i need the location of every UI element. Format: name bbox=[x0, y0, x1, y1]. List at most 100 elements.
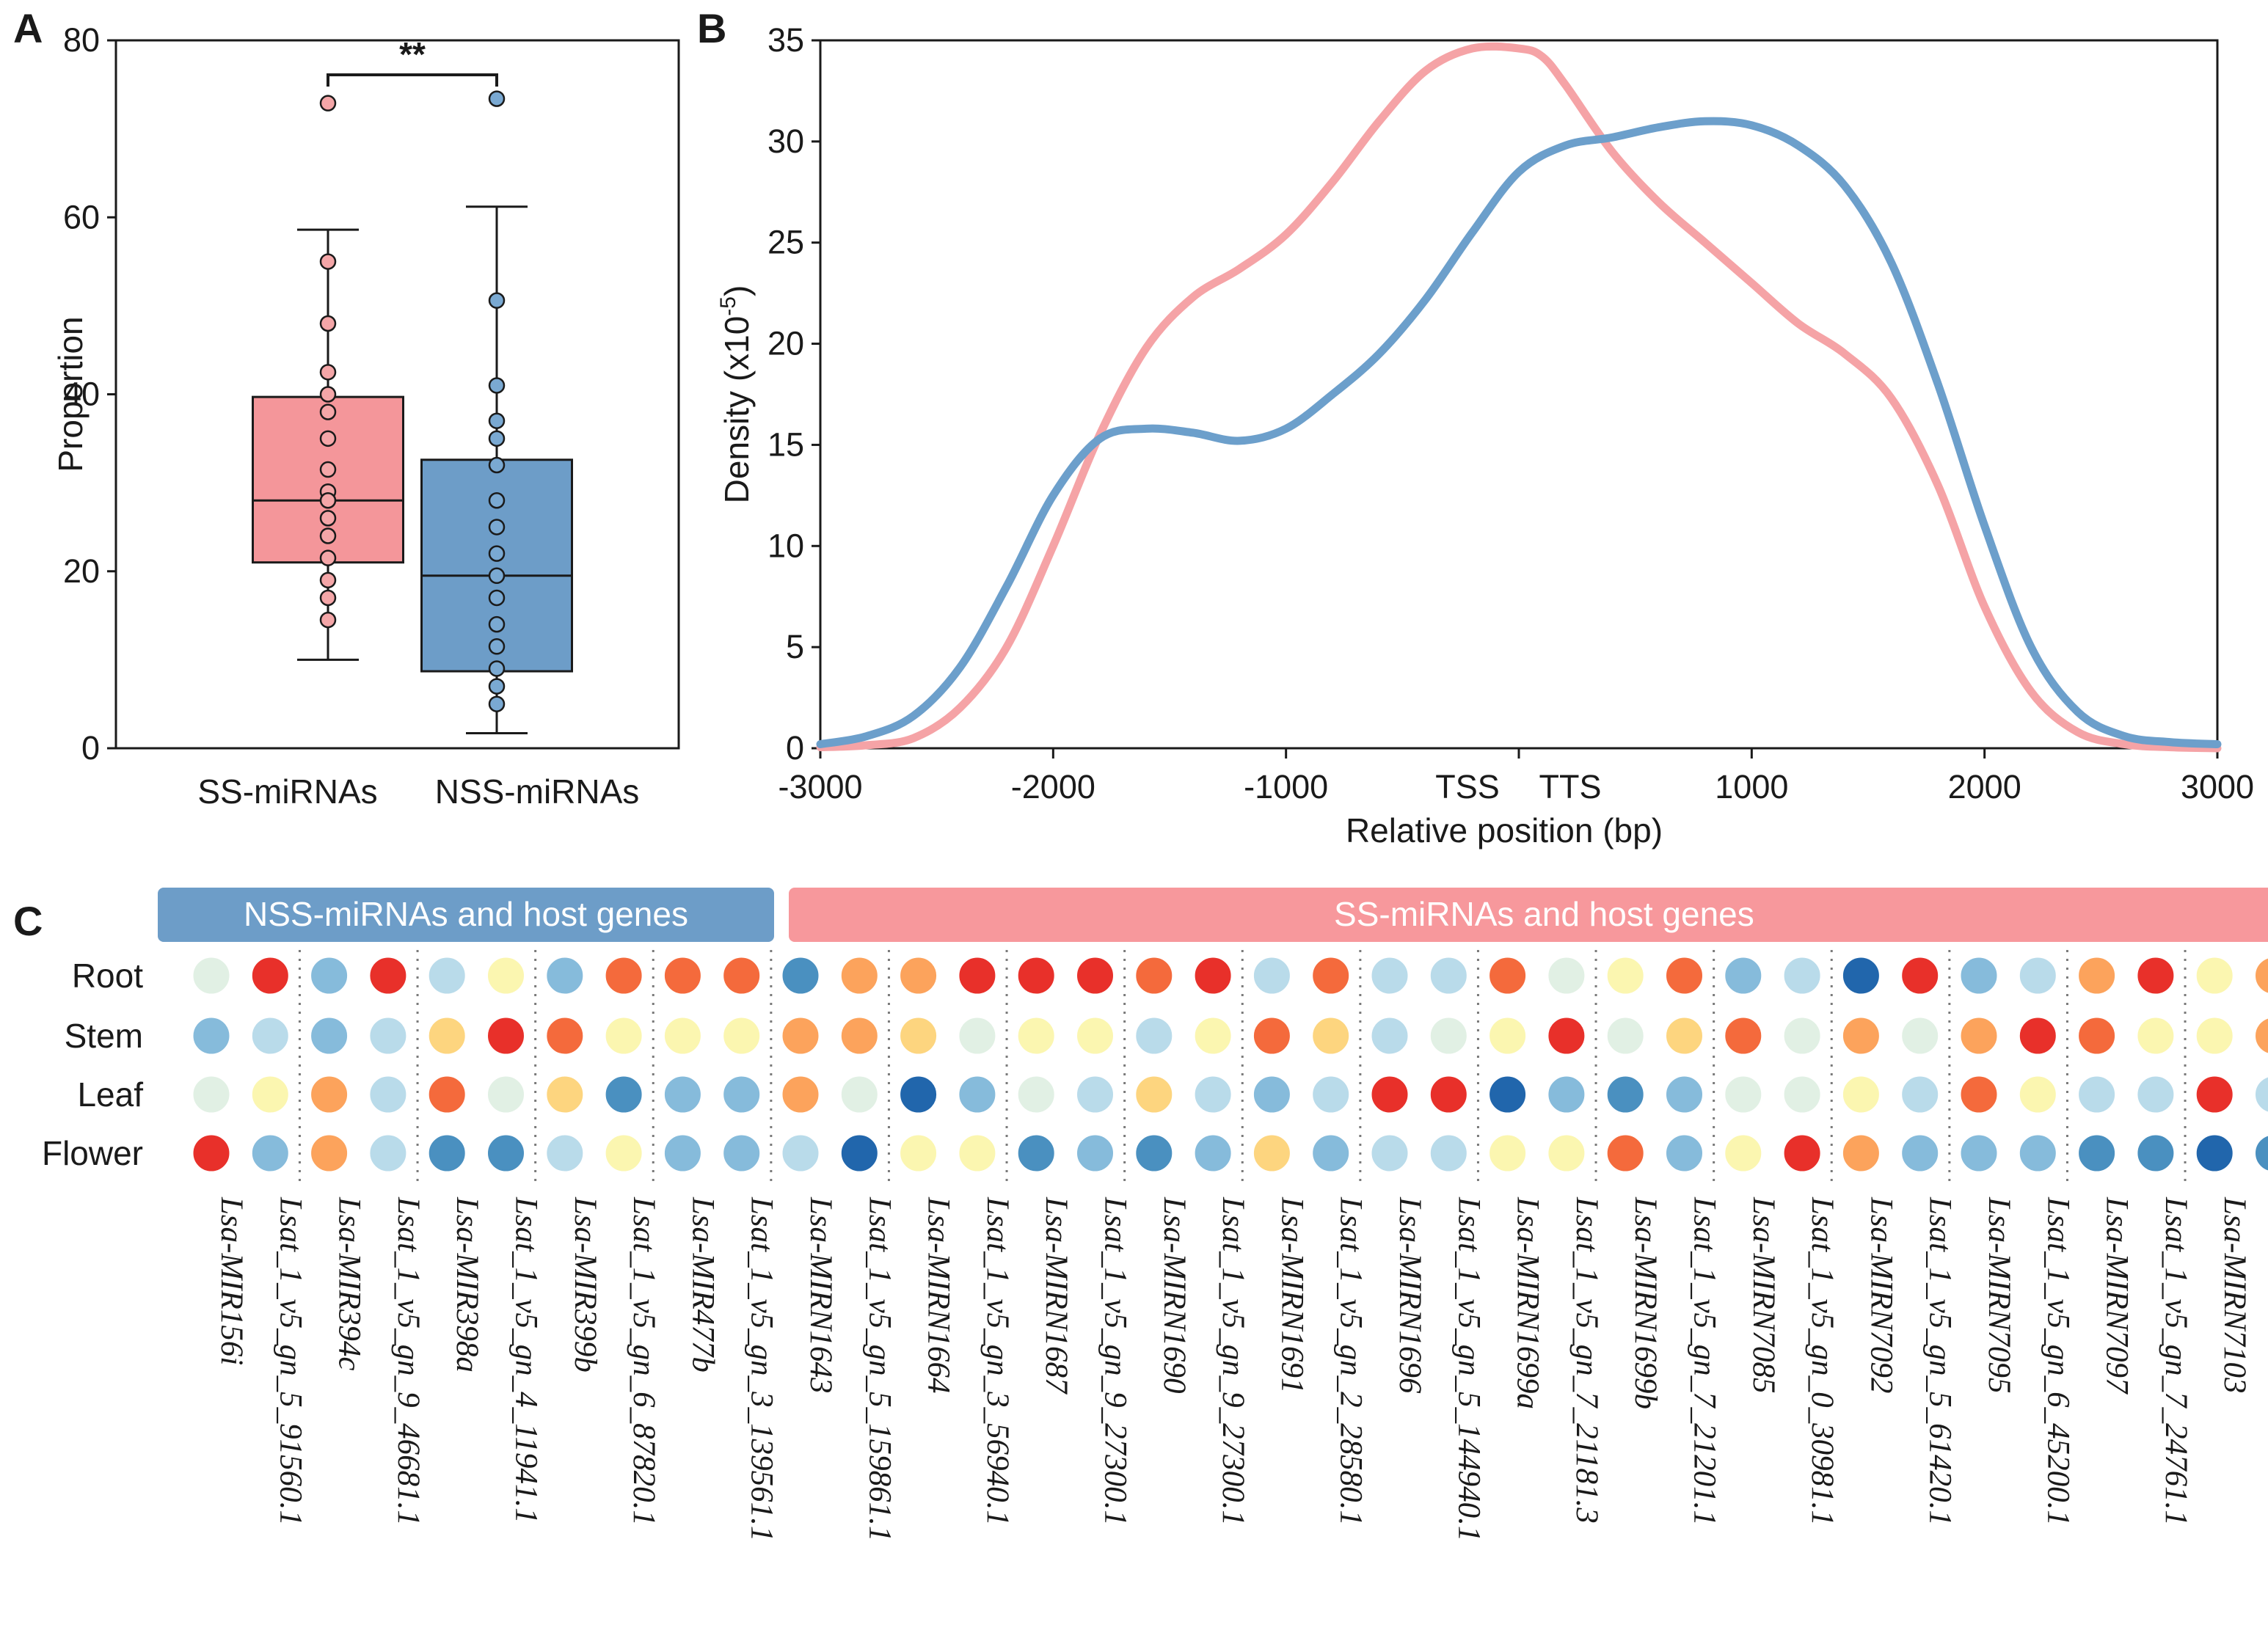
expression-dot bbox=[1900, 955, 1941, 996]
column-label: Lsa-MIR156i bbox=[214, 1196, 249, 1365]
expression-dot bbox=[1723, 955, 1764, 996]
expression-dot bbox=[368, 1133, 409, 1174]
column-label: Lsa-MIRN1664 bbox=[922, 1196, 956, 1394]
expression-dot bbox=[1723, 1074, 1764, 1115]
expression-dot bbox=[780, 1133, 821, 1174]
expression-dot bbox=[1840, 1015, 1881, 1056]
expression-dot bbox=[2194, 1015, 2235, 1056]
row-label-stem: Stem bbox=[65, 1017, 143, 1055]
y-tick-label: 15 bbox=[767, 425, 804, 463]
expression-dot bbox=[1958, 1074, 1999, 1115]
expression-dot bbox=[2017, 955, 2058, 996]
expression-dot bbox=[1134, 1074, 1175, 1115]
tts-label: TTS bbox=[1539, 768, 1602, 805]
expression-dot bbox=[1251, 1074, 1292, 1115]
expression-dot bbox=[2017, 1074, 2058, 1115]
data-point bbox=[488, 430, 506, 447]
column-label: Lsat_1_v5_gn_7_21181.3 bbox=[1569, 1196, 1604, 1524]
data-point bbox=[319, 364, 337, 381]
expression-dot bbox=[2194, 1133, 2235, 1174]
expression-dot bbox=[839, 1015, 880, 1056]
y-tick-label: 60 bbox=[63, 198, 100, 235]
x-tick-label: 1000 bbox=[1715, 768, 1788, 805]
x-tick-label: -2000 bbox=[1011, 768, 1095, 805]
data-point bbox=[319, 315, 337, 332]
x-tick-label: -3000 bbox=[778, 768, 862, 805]
column-label: Lsat_1_v5_gn_9_27300.1 bbox=[1216, 1196, 1250, 1526]
expression-dot bbox=[426, 1133, 467, 1174]
expression-dot bbox=[191, 955, 232, 996]
expression-dot bbox=[662, 955, 703, 996]
y-axis-label: Density (x10-5) bbox=[716, 285, 756, 504]
expression-dot bbox=[780, 955, 821, 996]
expression-dot bbox=[1192, 1133, 1233, 1174]
column-label: Lsat_1_v5_gn_3_56940.1 bbox=[980, 1196, 1015, 1526]
data-point bbox=[488, 615, 506, 633]
y-tick-label: 0 bbox=[786, 729, 804, 767]
expression-dot-heatmap-panel: NSS-miRNAs and host genes SS-miRNAs and h… bbox=[42, 888, 2268, 1541]
expression-dot bbox=[249, 955, 291, 996]
expression-dot bbox=[1958, 955, 1999, 996]
panel-letter-a: A bbox=[13, 5, 43, 51]
expression-dot bbox=[1782, 1133, 1823, 1174]
expression-dot bbox=[1310, 1015, 1352, 1056]
expression-dot bbox=[1428, 1074, 1469, 1115]
data-point bbox=[319, 386, 337, 403]
expression-dot bbox=[309, 955, 350, 996]
expression-dot bbox=[2135, 955, 2176, 996]
box-2 bbox=[420, 90, 573, 734]
column-label: Lsa-MIR399b bbox=[568, 1196, 602, 1373]
expression-dot bbox=[1782, 1074, 1823, 1115]
expression-dot bbox=[1310, 1074, 1352, 1115]
column-label: Lsa-MIR394c bbox=[332, 1196, 367, 1370]
expression-dot bbox=[486, 1074, 526, 1115]
expression-dot bbox=[2194, 1074, 2235, 1115]
column-label: Lsat_1_v5_gn_2_28580.1 bbox=[1334, 1196, 1368, 1526]
expression-dot bbox=[2194, 955, 2235, 996]
column-label: Lsa-MIRN1687 bbox=[1039, 1196, 1073, 1395]
column-label: Lsat_1_v5_gn_6_45200.1 bbox=[2041, 1196, 2075, 1526]
column-label: Lsa-MIRN1691 bbox=[1275, 1196, 1309, 1394]
y-tick-label: 35 bbox=[767, 21, 804, 59]
expression-dot bbox=[1546, 1015, 1587, 1056]
column-label: Lsa-MIRN7095 bbox=[1982, 1196, 2016, 1394]
data-point bbox=[488, 90, 506, 107]
data-point bbox=[488, 589, 506, 607]
column-label: Lsat_1_v5_gn_5_159861.1 bbox=[862, 1196, 897, 1541]
density-plot-panel: 0 5 10 15 20 25 30 35 -3000 -2000 -1000 1000 2000 300… bbox=[716, 21, 2254, 849]
expression-dot bbox=[1134, 955, 1175, 996]
data-point bbox=[488, 377, 506, 394]
x-category-label: NSS-miRNAs bbox=[435, 772, 640, 811]
expression-dot bbox=[426, 1074, 467, 1115]
significance-bracket bbox=[327, 73, 498, 87]
x-tick-label: 3000 bbox=[2181, 768, 2254, 805]
expression-dot bbox=[1192, 955, 1233, 996]
density-line-1 bbox=[816, 42, 2222, 753]
expression-dot bbox=[1487, 1133, 1528, 1174]
expression-dot bbox=[839, 955, 880, 996]
expression-dot bbox=[2253, 1016, 2268, 1056]
expression-dot bbox=[2076, 1015, 2118, 1056]
expression-dot bbox=[486, 1015, 526, 1056]
ss-group-label: SS-miRNAs and host genes bbox=[1334, 895, 1754, 933]
expression-dot bbox=[426, 1015, 467, 1056]
expression-dot bbox=[2076, 1133, 2118, 1174]
expression-dot bbox=[603, 955, 644, 996]
expression-dot bbox=[957, 1015, 998, 1056]
panel-letter-c: C bbox=[13, 898, 43, 944]
column-label: Lsa-MIRN7103 bbox=[2217, 1196, 2252, 1394]
data-point bbox=[488, 292, 506, 309]
y-tick-label: 40 bbox=[63, 376, 100, 413]
expression-dot bbox=[309, 1074, 350, 1115]
expression-dot bbox=[1134, 1015, 1175, 1056]
data-point bbox=[319, 611, 337, 629]
expression-dot bbox=[1016, 1133, 1057, 1174]
column-label: Lsat_1_v5_gn_0_30981.1 bbox=[1805, 1196, 1839, 1526]
column-label: Lsa-MIRN7097 bbox=[2100, 1196, 2134, 1395]
x-tick-label: 2000 bbox=[1948, 768, 2021, 805]
column-label: Lsa-MIR398a bbox=[450, 1196, 484, 1373]
expression-dot bbox=[1369, 1015, 1410, 1056]
expression-dot bbox=[2253, 956, 2268, 995]
expression-dot bbox=[2135, 1015, 2176, 1056]
